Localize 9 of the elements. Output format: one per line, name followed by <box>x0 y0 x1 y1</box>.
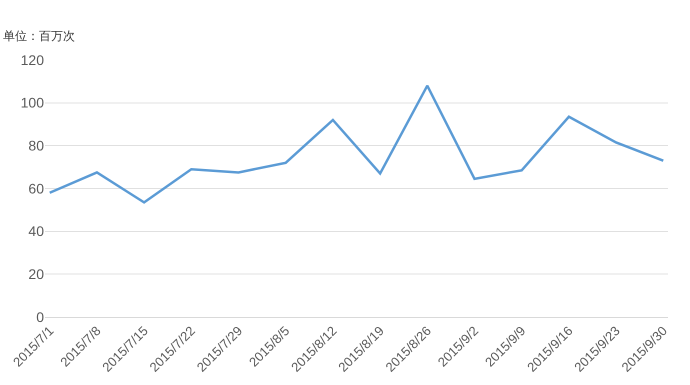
y-tick-label: 120 <box>20 52 44 68</box>
y-axis-title: 单位：百万次 <box>3 29 75 43</box>
y-tick-label: 80 <box>28 138 44 154</box>
y-tick-label: 40 <box>28 223 44 240</box>
y-tick-label: 0 <box>36 308 44 325</box>
y-tick-label: 100 <box>20 94 44 111</box>
line-series <box>48 84 665 204</box>
y-tick-label: 20 <box>28 266 44 282</box>
y-tick-label: 60 <box>28 180 44 196</box>
